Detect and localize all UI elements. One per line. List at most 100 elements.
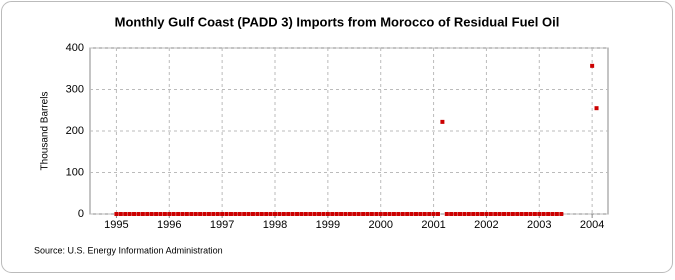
point [550,212,555,216]
point [343,212,348,216]
point [418,212,423,216]
point [114,212,119,216]
point [405,212,410,216]
point [383,212,388,216]
point [317,212,322,216]
point [193,212,198,216]
point [546,212,551,216]
x-tick-label: 1995 [104,219,128,231]
point [519,212,524,216]
point [233,212,238,216]
point [189,212,194,216]
point [259,212,264,216]
point [510,212,515,216]
point [286,212,291,216]
chart-title: Monthly Gulf Coast (PADD 3) Imports from… [115,14,560,29]
point [506,212,511,216]
point [321,212,326,216]
x-tick-label: 2000 [368,219,392,231]
point [444,212,449,216]
point [532,212,537,216]
source-note: Source: U.S. Energy Information Administ… [34,245,223,255]
point [413,212,418,216]
point [541,212,546,216]
point [347,212,352,216]
point [440,119,445,124]
point [171,212,176,216]
x-tick-label: 2001 [421,219,445,231]
point [466,212,471,216]
point [400,212,405,216]
point [409,212,414,216]
point [325,212,330,216]
point [374,212,379,216]
point [528,212,533,216]
x-tick-label: 2002 [474,219,498,231]
point [554,212,559,216]
point [268,212,273,216]
point [515,212,520,216]
point [118,212,123,216]
point [524,212,529,216]
point [224,212,229,216]
point [250,212,255,216]
point [361,212,366,216]
point [493,212,498,216]
point [255,212,260,216]
point [273,212,277,216]
point [594,106,599,111]
point [462,212,467,216]
point [242,212,247,216]
x-tick-label: 1999 [316,219,340,231]
point [290,212,295,216]
point [435,212,440,216]
point [140,212,145,216]
y-tick-label: 400 [66,42,84,54]
point [502,212,507,216]
point [427,212,432,216]
point [136,212,141,216]
point [167,212,172,216]
point [158,212,163,216]
x-tick-label: 1997 [210,219,234,231]
point [334,212,339,216]
point [277,212,282,216]
point [127,212,132,216]
point [378,212,383,216]
point [488,212,493,216]
point [211,212,216,216]
y-tick-label: 100 [66,166,84,178]
point [145,212,150,216]
y-tick-label: 0 [78,208,84,220]
point [198,212,203,216]
point [308,212,313,216]
point [484,212,489,216]
point [356,212,361,216]
point [396,212,401,216]
point [458,212,462,216]
point [162,212,167,216]
point [422,212,427,216]
point [537,212,542,216]
y-tick-label: 300 [66,83,84,95]
point [228,212,233,216]
point [431,212,436,216]
point [391,212,396,216]
point [246,212,251,216]
point [590,63,595,68]
point [176,212,181,216]
point [237,212,242,216]
point [154,212,159,216]
point [180,212,185,216]
point [220,212,225,216]
point [480,212,485,216]
x-tick-label: 2004 [580,219,604,231]
point [206,212,211,216]
point [123,212,128,216]
point [559,212,564,216]
point [132,212,137,216]
point [303,212,308,216]
point [299,212,304,216]
point [330,212,335,216]
